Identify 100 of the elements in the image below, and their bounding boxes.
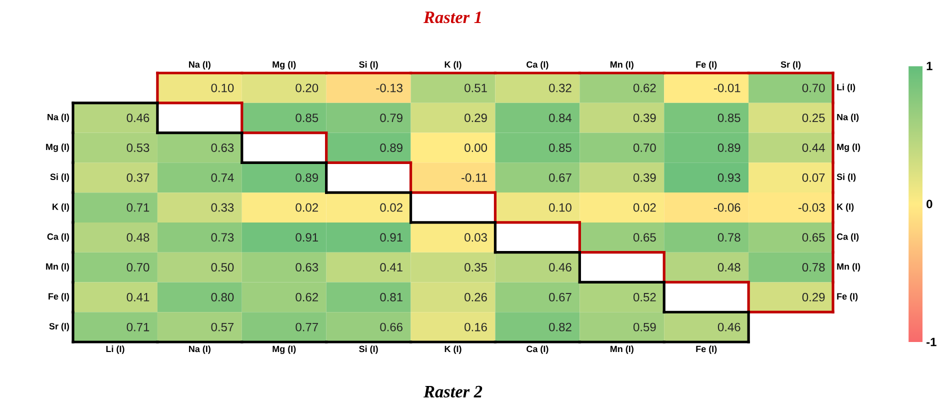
data-label: 0.46: [126, 114, 150, 122]
data-label: 0.85: [296, 114, 318, 122]
data-label: 0.89: [380, 143, 402, 152]
data-label: -0.11: [462, 173, 487, 182]
y-tick-label: Mn (I): [837, 263, 860, 272]
y-tick-label: Si (I): [50, 173, 70, 182]
data-label: -0.01: [714, 84, 740, 92]
data-label: 0.03: [464, 233, 487, 242]
data-label: 0.44: [802, 143, 825, 152]
data-label: 0.63: [296, 263, 318, 272]
data-label: 0.81: [380, 292, 402, 302]
y-tick-label: Sr (I): [49, 322, 70, 332]
data-label: 0.39: [633, 114, 656, 122]
data-label: 0.77: [296, 322, 318, 332]
text: Raster 2: [423, 386, 482, 398]
data-label: 0.46: [718, 322, 740, 332]
y-tick-label: Li (I): [837, 84, 856, 92]
y-tick-label: Ca (I): [836, 233, 859, 242]
chart-title: Raster 1: [423, 12, 481, 24]
x-tick-label: Si (I): [359, 346, 378, 354]
data-label: 0.71: [126, 322, 150, 332]
x-tick-label: K (I): [444, 61, 462, 70]
data-label: 0.02: [633, 203, 656, 212]
y-tick-label: K (I): [52, 203, 70, 212]
data-label: 0.63: [211, 143, 234, 152]
data-label: 0.29: [464, 114, 487, 122]
y-tick-label: Mg (I): [46, 144, 70, 152]
x-tick-label: Na (I): [189, 346, 210, 354]
x-tick-label: Mg (I): [272, 346, 296, 354]
y-tick-label: Fe (I): [48, 292, 70, 302]
data-label: 0.71: [126, 203, 150, 212]
data-label: 0.82: [549, 322, 572, 332]
x-tick-label: Mn (I): [610, 61, 634, 70]
data-label: 0.53: [126, 143, 150, 152]
data-label: 0.26: [464, 292, 487, 302]
data-label: 0.66: [380, 322, 402, 332]
x-tick-label: Fe (I): [696, 61, 717, 70]
data-label: 0.79: [380, 114, 402, 122]
y-tick-label: Ca (I): [47, 233, 70, 242]
x-tick-label: Sr (I): [780, 61, 801, 70]
data-label: 0.02: [380, 203, 402, 212]
data-label: 0.70: [633, 143, 656, 152]
data-label: 0.32: [549, 84, 572, 92]
data-label: 0.73: [211, 233, 234, 242]
data-label: 0.52: [633, 292, 656, 302]
data-label: 0.39: [633, 173, 656, 182]
y-tick-label: K (I): [837, 203, 854, 212]
data-label: 0.85: [549, 143, 572, 152]
data-label: 0.62: [296, 292, 318, 302]
data-label: 0.84: [549, 114, 572, 122]
data-label: -0.03: [798, 203, 825, 212]
data-label: 0.57: [211, 322, 234, 332]
color-bar-label: 0: [926, 200, 932, 208]
x-tick-label: Li (I): [106, 346, 124, 354]
data-label: 0.46: [549, 263, 572, 272]
data-label: 0.20: [296, 84, 318, 92]
data-label: 0.25: [802, 114, 825, 122]
data-label: 0.70: [802, 84, 825, 92]
data-label: 0.89: [718, 143, 740, 152]
data-label: 0.67: [549, 173, 572, 182]
x-tick-label: Ca (I): [526, 346, 548, 354]
data-label: 0.10: [211, 84, 234, 92]
data-label: -0.13: [376, 84, 402, 92]
data-label: 0.74: [211, 173, 234, 182]
x-tick-label: K (I): [444, 346, 462, 354]
data-label: 0.37: [126, 173, 150, 182]
data-label: 0.35: [464, 263, 487, 272]
data-label: 0.16: [464, 322, 487, 332]
data-label: 0.51: [464, 84, 487, 92]
data-label: 0.67: [549, 292, 572, 302]
data-label: 0.62: [633, 84, 656, 92]
data-label: 0.91: [296, 233, 318, 242]
y-tick-label: Mg (I): [837, 144, 860, 152]
data-label: 0.07: [802, 173, 825, 182]
data-label: -0.06: [714, 203, 740, 212]
data-label: 0.10: [549, 203, 572, 212]
x-tick-label: Mn (I): [610, 346, 634, 354]
data-label: 0.00: [464, 143, 488, 152]
y-tick-label: Si (I): [836, 173, 856, 182]
data-label: 0.41: [126, 292, 150, 302]
data-label: 0.02: [296, 203, 318, 212]
data-label: 0.41: [380, 263, 402, 272]
data-label: 0.29: [802, 292, 825, 302]
data-label: 0.91: [380, 233, 402, 242]
data-label: 0.33: [211, 203, 234, 212]
x-tick-label: Mg (I): [272, 61, 296, 70]
data-label: 0.93: [718, 173, 740, 182]
color-bar-label: 1: [926, 62, 932, 70]
data-label: 0.65: [633, 233, 656, 242]
data-label: 0.78: [718, 233, 740, 242]
x-tick-label: Si (I): [359, 61, 378, 70]
y-tick-label: Fe (I): [837, 292, 858, 302]
data-label: 0.59: [633, 322, 656, 332]
data-label: 0.65: [802, 233, 825, 242]
y-tick-label: Mn (I): [46, 263, 70, 272]
x-tick-label: Ca (I): [526, 61, 548, 70]
x-tick-label: Fe (I): [696, 346, 717, 354]
data-label: 0.78: [802, 263, 825, 272]
y-tick-label: Na (I): [48, 114, 70, 122]
x-tick-label: Na (I): [189, 61, 210, 70]
